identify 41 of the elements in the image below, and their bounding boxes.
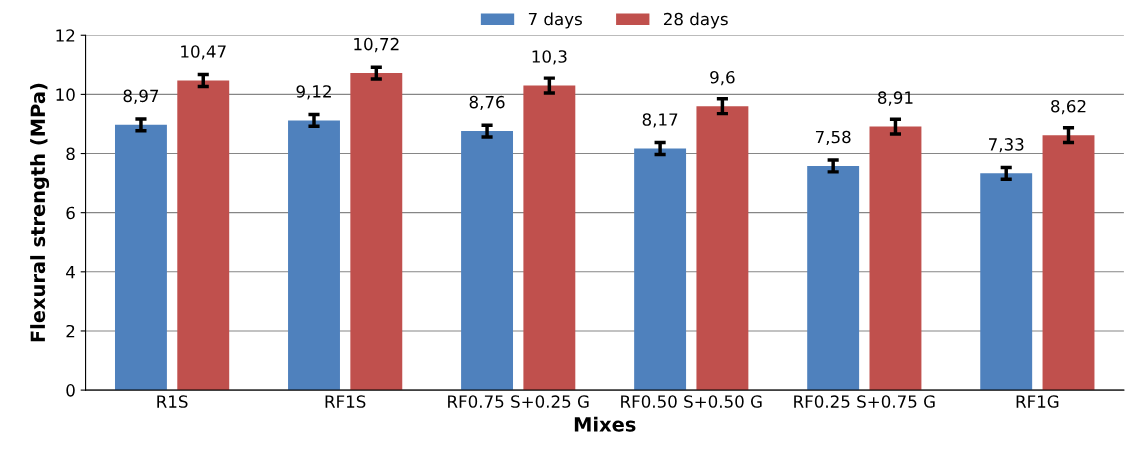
data-label: 8,97 bbox=[123, 89, 159, 104]
x-axis-title: Mixes bbox=[574, 416, 636, 432]
legend-label: 28 days bbox=[663, 12, 728, 29]
x-tick-label: RF0.25 S+0.75 G bbox=[794, 395, 935, 408]
bar bbox=[696, 106, 749, 391]
data-label: 8,62 bbox=[1051, 99, 1086, 115]
data-label: 10,72 bbox=[354, 37, 399, 53]
data-label: 7,33 bbox=[989, 138, 1024, 153]
y-tick-label: 0 bbox=[66, 384, 75, 397]
x-tick-label: R1S bbox=[157, 395, 188, 408]
y-tick-label: 8 bbox=[66, 147, 75, 161]
bar bbox=[350, 73, 403, 391]
y-tick-label: 6 bbox=[66, 206, 75, 220]
bar bbox=[1042, 135, 1095, 391]
data-label: 7,58 bbox=[815, 130, 851, 145]
bar bbox=[634, 148, 687, 391]
data-label: 8,91 bbox=[878, 91, 913, 106]
x-tick-label: RF1S bbox=[325, 395, 366, 408]
x-tick-label: RF0.75 S+0.25 G bbox=[448, 395, 589, 408]
bar bbox=[807, 165, 860, 391]
bar bbox=[177, 80, 230, 391]
y-tick-label: 2 bbox=[66, 324, 75, 338]
y-axis-title: Flexural strength (MPa) bbox=[30, 83, 50, 342]
data-label: 8,17 bbox=[642, 113, 678, 128]
data-label: 8,76 bbox=[469, 95, 505, 111]
bar bbox=[461, 131, 514, 391]
data-label: 10,3 bbox=[532, 50, 567, 65]
bar bbox=[523, 85, 576, 391]
x-tick-label: RF1G bbox=[1016, 395, 1059, 408]
legend-label: 7 days bbox=[528, 12, 582, 29]
data-label: 10,47 bbox=[181, 45, 226, 60]
bar bbox=[288, 120, 340, 391]
data-label: 9,12 bbox=[296, 85, 331, 100]
y-tick-label: 12 bbox=[56, 29, 75, 42]
y-tick-label: 10 bbox=[56, 88, 75, 101]
y-tick-label: 4 bbox=[66, 266, 75, 279]
bar bbox=[980, 173, 1033, 391]
x-tick-label: RF0.50 S+0.50 G bbox=[621, 395, 762, 408]
data-label: 9,6 bbox=[710, 70, 735, 86]
bar bbox=[114, 124, 167, 391]
bar bbox=[869, 126, 922, 391]
